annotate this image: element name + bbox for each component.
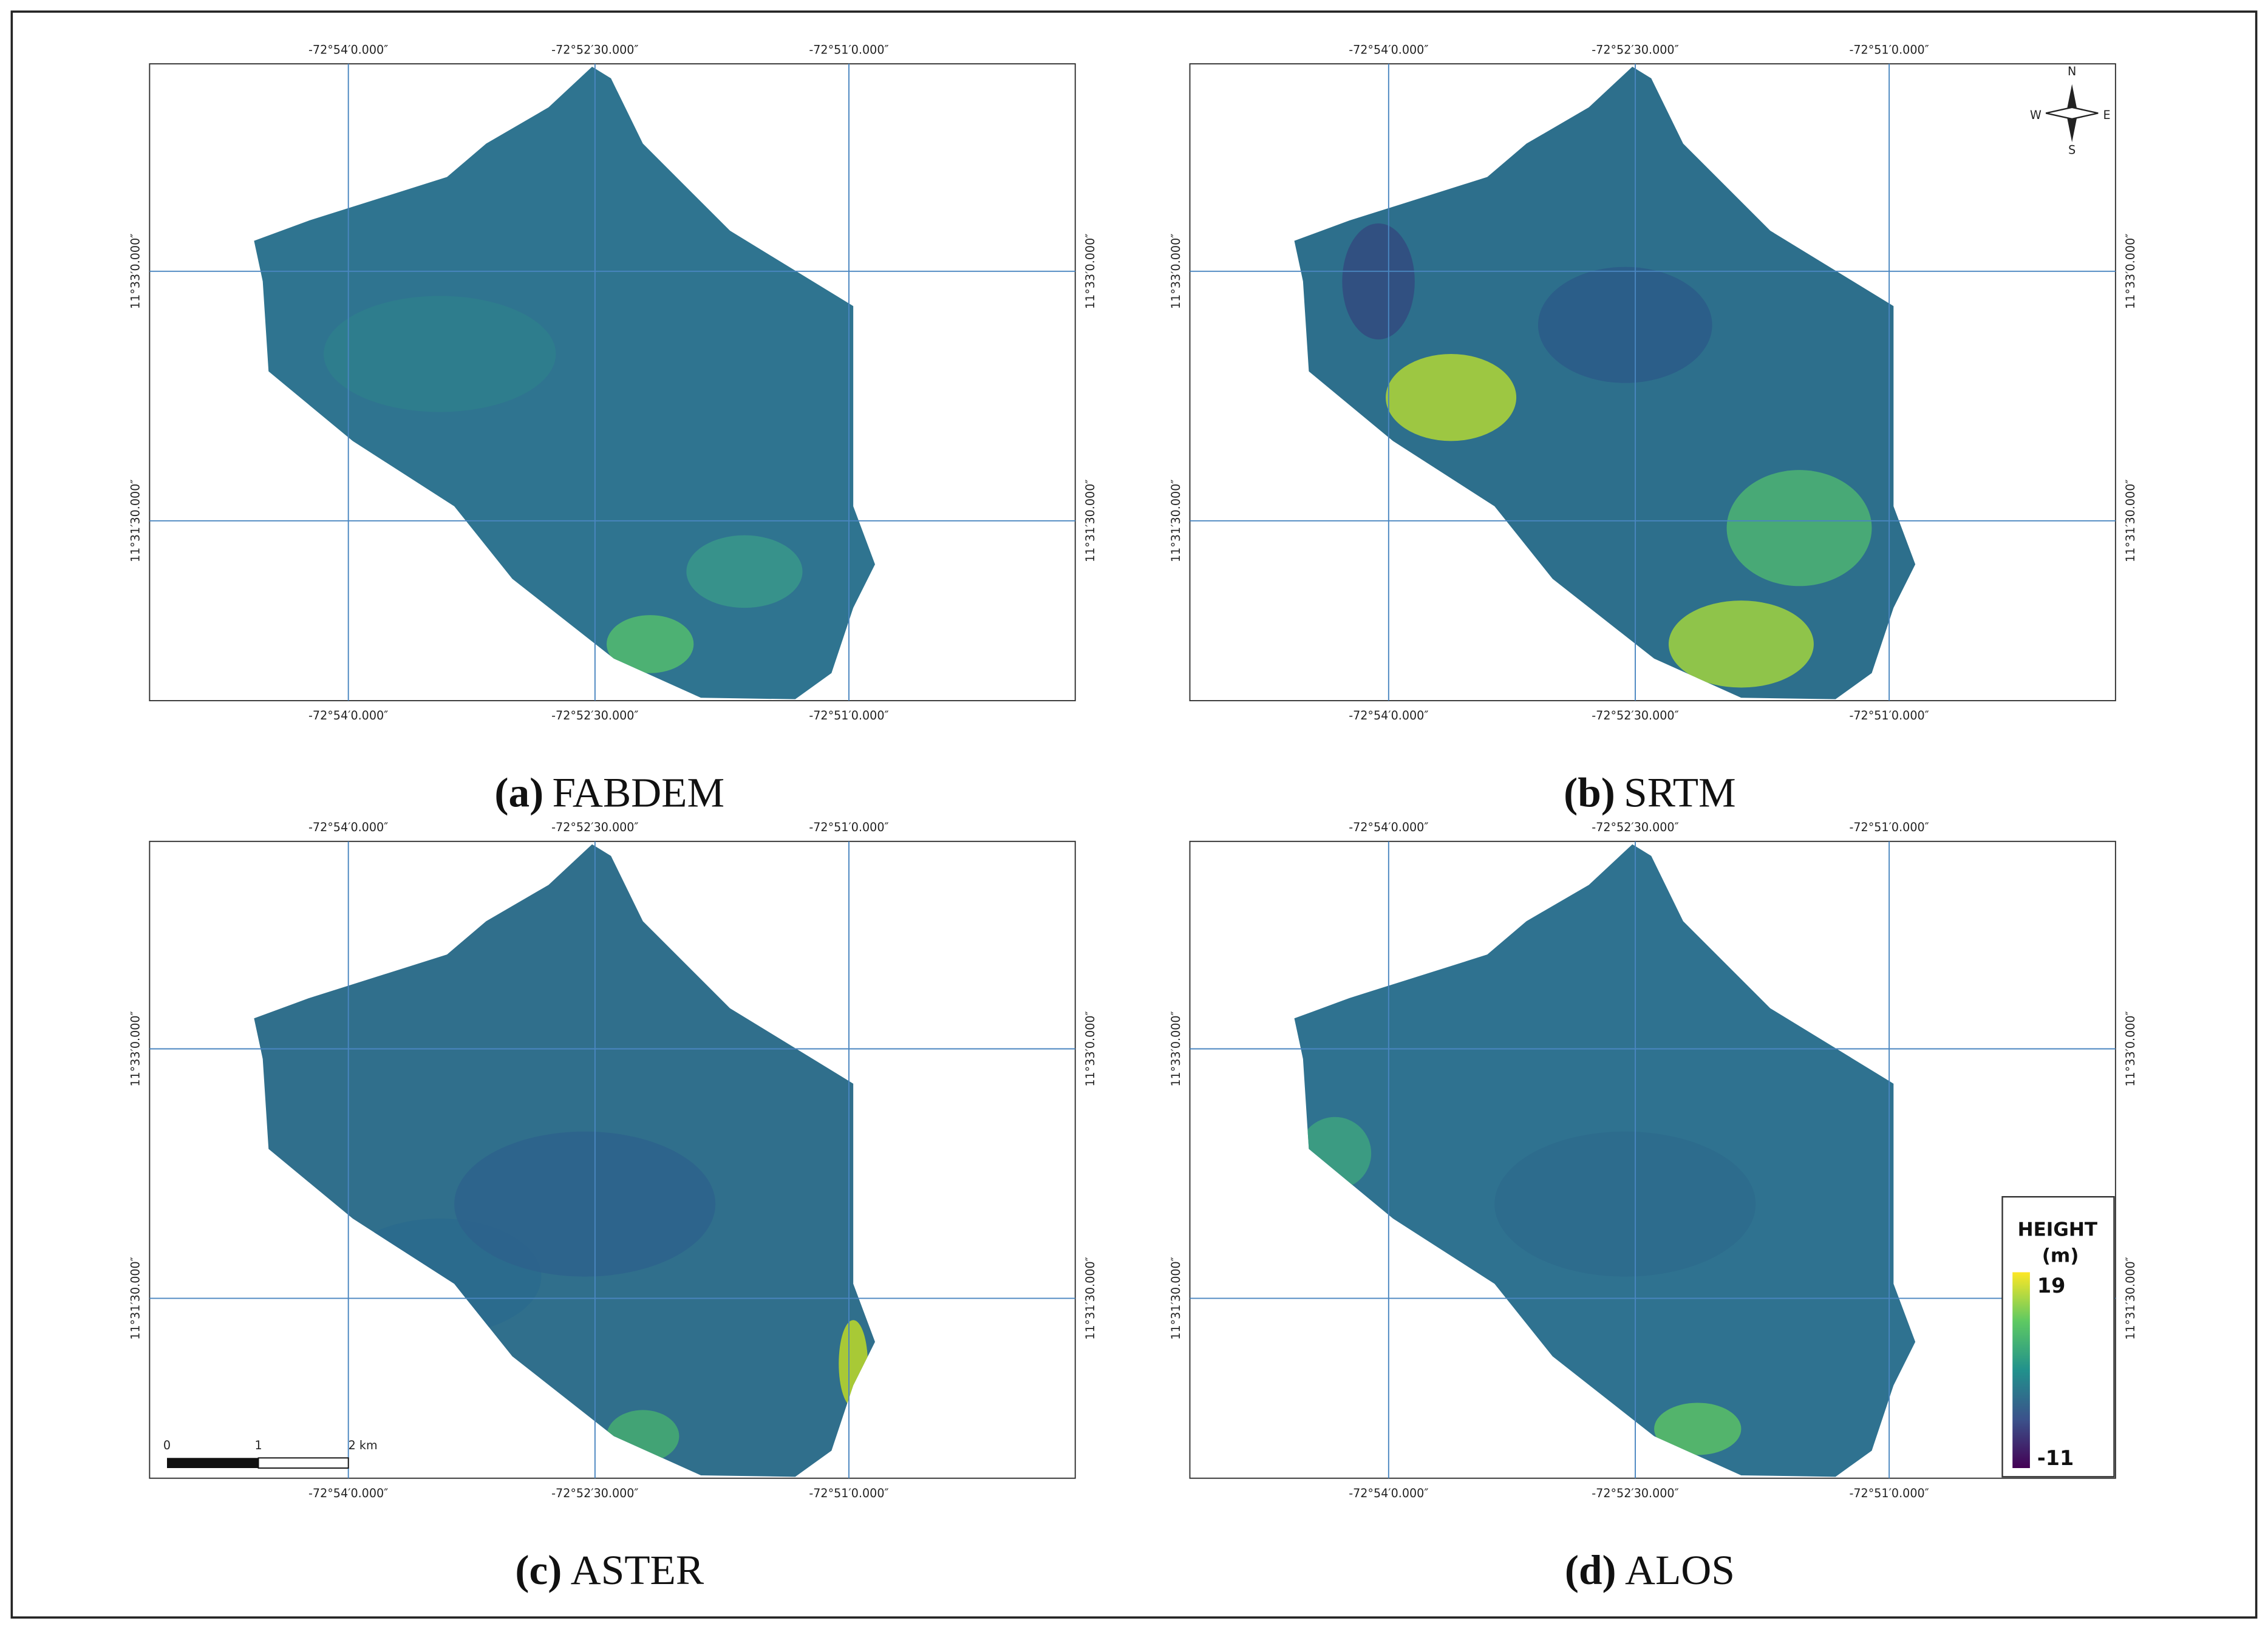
latitude-label: 11°31′30.000″: [129, 480, 143, 563]
latitude-label: 11°31′30.000″: [2123, 480, 2137, 563]
latitude-label: 11°31′30.000″: [1083, 480, 1097, 563]
longitude-label: -72°52′30.000″: [1592, 42, 1678, 56]
scale-bar-black: [167, 1458, 259, 1469]
longitude-label: -72°54′0.000″: [308, 1486, 388, 1500]
dem-patch: [839, 1320, 868, 1407]
longitude-label: -72°54′0.000″: [1349, 1486, 1428, 1500]
longitude-label: -72°51′0.000″: [1850, 820, 1929, 834]
longitude-label: -72°54′0.000″: [1349, 820, 1428, 834]
map-panel: -72°54′0.000″ -72°54′0.000″ -72°52′30.000″…: [129, 42, 1097, 815]
dem-patch: [324, 296, 556, 412]
dem-patch: [1668, 600, 1814, 688]
longitude-label: -72°51′0.000″: [1850, 1486, 1929, 1500]
legend-unit: (m): [2042, 1245, 2079, 1267]
longitude-label: -72°54′0.000″: [308, 709, 388, 722]
dem-patch: [454, 1131, 716, 1277]
map-panel: -72°54′0.000″ -72°54′0.000″ -72°52′30.000″…: [1169, 42, 2137, 815]
scale-bar-label: 0: [163, 1438, 171, 1452]
latitude-label: 11°31′30.000″: [1083, 1257, 1097, 1340]
latitude-label: 11°33′0.000″: [1169, 1011, 1183, 1086]
longitude-label: -72°52′30.000″: [551, 42, 638, 56]
colorbar: [2012, 1272, 2030, 1469]
outer-border: [10, 10, 2258, 1619]
latitude-label: 11°33′0.000″: [1169, 234, 1183, 309]
latitude-label: 11°31′30.000″: [1169, 1257, 1183, 1340]
panel-name: ALOS: [1625, 1546, 1735, 1593]
longitude-label: -72°52′30.000″: [551, 1486, 638, 1500]
scale-bar-white: [257, 1457, 349, 1469]
latitude-label: 11°33′0.000″: [129, 1011, 143, 1086]
panel-caption: (d) ALOS: [1565, 1546, 1735, 1593]
panel-name: ASTER: [571, 1546, 704, 1593]
dem-patch: [1386, 353, 1517, 441]
longitude-label: -72°54′0.000″: [308, 820, 388, 834]
dem-patch: [1726, 470, 1872, 586]
map-panel: -72°54′0.000″ -72°54′0.000″ -72°52′30.000″…: [1169, 820, 2137, 1593]
panel-caption: (a) FABDEM: [494, 769, 724, 815]
latitude-label: 11°31′30.000″: [129, 1257, 143, 1340]
legend-min: -11: [2037, 1446, 2074, 1470]
longitude-label: -72°52′30.000″: [1592, 820, 1678, 834]
legend-max: 19: [2037, 1274, 2066, 1297]
dem-area: [1294, 66, 1916, 699]
panel-letter: (a): [494, 769, 543, 815]
longitude-label: -72°52′30.000″: [551, 820, 638, 834]
dem-patch: [606, 615, 694, 673]
longitude-label: -72°52′30.000″: [1592, 709, 1678, 722]
longitude-label: -72°54′0.000″: [1349, 709, 1428, 722]
longitude-label: -72°51′0.000″: [809, 42, 888, 56]
longitude-label: -72°52′30.000″: [1592, 1486, 1678, 1500]
map-frame: [1189, 63, 2116, 702]
panel-name: SRTM: [1624, 769, 1736, 815]
compass-letter: S: [2068, 143, 2076, 157]
latitude-label: 11°33′0.000″: [1083, 1011, 1097, 1086]
scale-bar-label: 2 km: [349, 1438, 378, 1452]
dem-patch: [686, 535, 803, 608]
longitude-label: -72°52′30.000″: [551, 709, 638, 722]
latitude-label: 11°33′0.000″: [129, 234, 143, 309]
panel-caption: (b) SRTM: [1564, 769, 1736, 815]
longitude-label: -72°51′0.000″: [1850, 709, 1929, 722]
longitude-label: -72°54′0.000″: [1349, 42, 1428, 56]
dem-patch: [1298, 1117, 1372, 1190]
panel-caption: (c) ASTER: [515, 1546, 704, 1593]
panel-letter: (d): [1565, 1546, 1616, 1593]
dem-patch: [1494, 1131, 1756, 1277]
dem-patch: [1538, 267, 1712, 383]
panel-letter: (c): [515, 1546, 562, 1593]
map-frame: [149, 63, 1076, 702]
panel-letter: (b): [1564, 769, 1615, 815]
panel-name: FABDEM: [553, 769, 725, 815]
map-panel: -72°54′0.000″ -72°54′0.000″ -72°52′30.000″…: [129, 820, 1097, 1593]
dem-patch: [1342, 223, 1415, 340]
scale-bar-label: 1: [254, 1438, 262, 1452]
legend-title: HEIGHT: [2018, 1219, 2098, 1241]
map-frame: [1189, 840, 2116, 1479]
longitude-label: -72°51′0.000″: [809, 820, 888, 834]
latitude-label: 11°31′30.000″: [1169, 480, 1183, 563]
latitude-label: 11°33′0.000″: [1083, 234, 1097, 309]
map-frame: [149, 840, 1076, 1479]
compass-letter: N: [2068, 64, 2076, 78]
dem-patch: [1654, 1402, 1742, 1455]
latitude-label: 11°33′0.000″: [2123, 234, 2137, 309]
compass-letter: W: [2030, 108, 2042, 122]
longitude-label: -72°51′0.000″: [809, 1486, 888, 1500]
dem-patch: [606, 1410, 679, 1463]
latitude-label: 11°31′30.000″: [2123, 1257, 2137, 1340]
longitude-label: -72°51′0.000″: [809, 709, 888, 722]
latitude-label: 11°33′0.000″: [2123, 1011, 2137, 1086]
longitude-label: -72°51′0.000″: [1850, 42, 1929, 56]
compass-letter: E: [2103, 108, 2111, 122]
compass-needle: [2045, 106, 2099, 120]
longitude-label: -72°54′0.000″: [308, 42, 388, 56]
